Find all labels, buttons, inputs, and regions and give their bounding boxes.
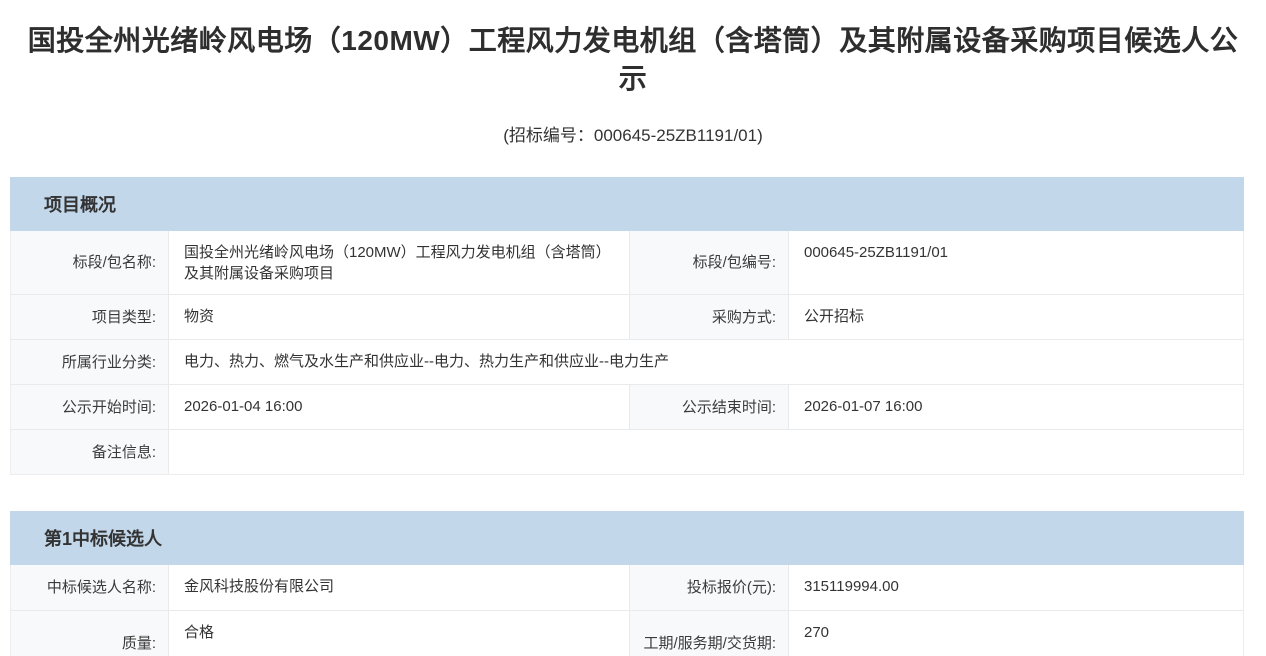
table-row: 项目类型: 物资 采购方式: 公开招标	[11, 294, 1243, 339]
table-row: 质量: 合格 工期/服务期/交货期: 270	[11, 610, 1243, 656]
field-label-section-name: 标段/包名称:	[11, 231, 169, 294]
field-value-bid-price: 315119994.00	[789, 565, 1243, 610]
project-overview-section: 项目概况 标段/包名称: 国投全州光绪岭风电场（120MW）工程风力发电机组（含…	[10, 177, 1244, 475]
field-value-candidate-name: 金风科技股份有限公司	[169, 565, 629, 610]
field-value-remarks	[169, 430, 1243, 474]
candidate-1-section: 第1中标候选人 中标候选人名称: 金风科技股份有限公司 投标报价(元): 315…	[10, 511, 1244, 656]
field-value-section-name: 国投全州光绪岭风电场（120MW）工程风力发电机组（含塔筒）及其附属设备采购项目	[169, 231, 629, 294]
candidate-1-title: 第1中标候选人	[44, 529, 163, 549]
field-value-industry: 电力、热力、燃气及水生产和供应业--电力、热力生产和供应业--电力生产	[169, 340, 1243, 384]
table-row: 所属行业分类: 电力、热力、燃气及水生产和供应业--电力、热力生产和供应业--电…	[11, 339, 1243, 384]
table-row: 公示开始时间: 2026-01-04 16:00 公示结束时间: 2026-01…	[11, 384, 1243, 429]
field-label-section-code: 标段/包编号:	[629, 231, 789, 294]
field-label-industry: 所属行业分类:	[11, 340, 169, 384]
candidate-1-header: 第1中标候选人	[10, 511, 1244, 565]
field-label-candidate-name: 中标候选人名称:	[11, 565, 169, 610]
tender-number: (招标编号：000645-25ZB1191/01)	[503, 126, 763, 145]
field-label-project-type: 项目类型:	[11, 295, 169, 339]
project-overview-table: 标段/包名称: 国投全州光绪岭风电场（120MW）工程风力发电机组（含塔筒）及其…	[10, 231, 1244, 475]
field-value-project-type: 物资	[169, 295, 629, 339]
field-value-duration: 270	[789, 611, 1243, 656]
field-label-bid-price: 投标报价(元):	[629, 565, 789, 610]
field-value-publicity-end: 2026-01-07 16:00	[789, 385, 1243, 429]
field-value-publicity-start: 2026-01-04 16:00	[169, 385, 629, 429]
field-label-remarks: 备注信息:	[11, 430, 169, 474]
field-value-procurement-method: 公开招标	[789, 295, 1243, 339]
field-label-duration: 工期/服务期/交货期:	[629, 611, 789, 656]
field-label-publicity-start: 公示开始时间:	[11, 385, 169, 429]
field-value-quality: 合格	[169, 611, 629, 656]
table-row: 备注信息:	[11, 429, 1243, 474]
field-value-section-code: 000645-25ZB1191/01	[789, 231, 1243, 294]
table-row: 标段/包名称: 国投全州光绪岭风电场（120MW）工程风力发电机组（含塔筒）及其…	[11, 231, 1243, 294]
page-title: 国投全州光绪岭风电场（120MW）工程风力发电机组（含塔筒）及其附属设备采购项目…	[27, 25, 1239, 94]
project-overview-title: 项目概况	[44, 195, 116, 215]
project-overview-header: 项目概况	[10, 177, 1244, 231]
field-label-procurement-method: 采购方式:	[629, 295, 789, 339]
field-label-quality: 质量:	[11, 611, 169, 656]
candidate-1-table: 中标候选人名称: 金风科技股份有限公司 投标报价(元): 315119994.0…	[10, 565, 1244, 656]
field-label-publicity-end: 公示结束时间:	[629, 385, 789, 429]
table-row: 中标候选人名称: 金风科技股份有限公司 投标报价(元): 315119994.0…	[11, 565, 1243, 610]
